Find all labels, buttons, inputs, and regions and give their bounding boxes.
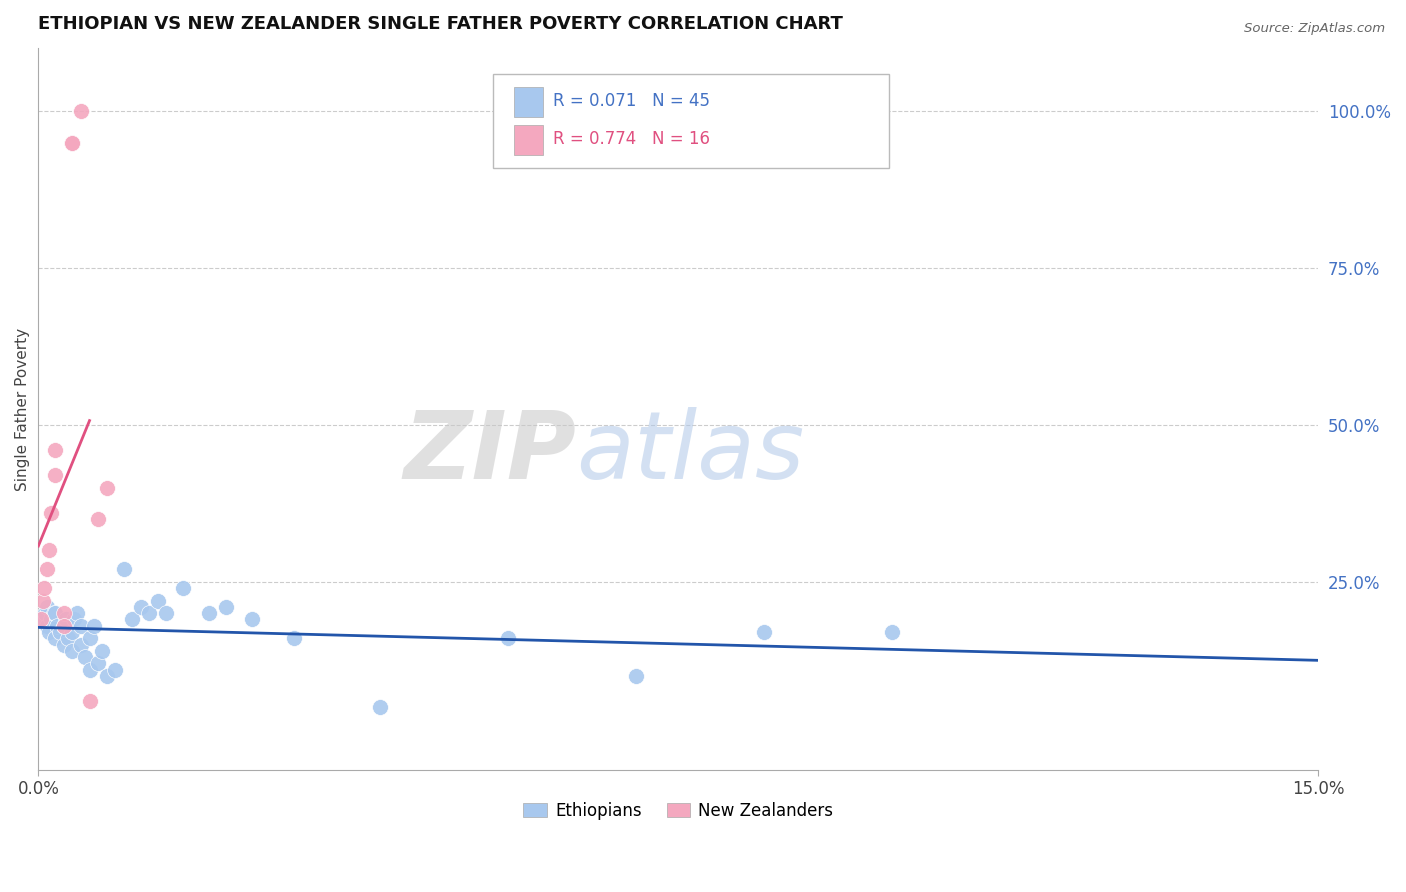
Point — [240, 612, 263, 626]
FancyBboxPatch shape — [492, 74, 890, 168]
Point — [368, 700, 391, 714]
Point — [48, 624, 70, 639]
Text: ZIP: ZIP — [404, 407, 576, 499]
Point — [87, 512, 110, 526]
Point — [79, 632, 101, 646]
Point — [87, 657, 110, 671]
Point — [38, 624, 60, 639]
Point — [79, 663, 101, 677]
Point — [31, 593, 53, 607]
Point — [66, 606, 89, 620]
Point — [58, 632, 80, 646]
Point — [52, 606, 75, 620]
Point — [55, 612, 77, 626]
Point — [112, 562, 135, 576]
FancyBboxPatch shape — [515, 87, 543, 117]
Point — [44, 468, 66, 483]
Point — [283, 632, 305, 646]
Text: R = 0.774   N = 16: R = 0.774 N = 16 — [553, 130, 710, 148]
Point — [83, 618, 105, 632]
Point — [34, 606, 56, 620]
Point — [62, 644, 84, 658]
Point — [96, 481, 118, 495]
Point — [70, 104, 93, 119]
Point — [62, 624, 84, 639]
Point — [172, 581, 194, 595]
Point — [75, 650, 97, 665]
Point — [91, 644, 114, 658]
FancyBboxPatch shape — [515, 125, 543, 155]
Point — [96, 669, 118, 683]
Point — [129, 599, 152, 614]
Point — [35, 599, 58, 614]
Point — [62, 136, 84, 150]
Point — [104, 663, 127, 677]
Point — [34, 581, 56, 595]
Point — [496, 632, 519, 646]
Point — [31, 612, 53, 626]
Point — [35, 618, 58, 632]
Point — [121, 612, 143, 626]
Point — [52, 638, 75, 652]
Point — [30, 612, 52, 626]
Point — [79, 694, 101, 708]
Point — [52, 618, 75, 632]
Point — [138, 606, 160, 620]
Point — [155, 606, 177, 620]
Point — [38, 543, 60, 558]
Point — [62, 136, 84, 150]
Point — [63, 612, 86, 626]
Point — [880, 624, 903, 639]
Point — [198, 606, 221, 620]
Point — [44, 632, 66, 646]
Point — [44, 442, 66, 457]
Y-axis label: Single Father Poverty: Single Father Poverty — [15, 327, 30, 491]
Point — [46, 618, 69, 632]
Point — [624, 669, 647, 683]
Point — [70, 618, 93, 632]
Text: ETHIOPIAN VS NEW ZEALANDER SINGLE FATHER POVERTY CORRELATION CHART: ETHIOPIAN VS NEW ZEALANDER SINGLE FATHER… — [38, 15, 844, 33]
Point — [52, 618, 75, 632]
Point — [44, 606, 66, 620]
Point — [39, 612, 62, 626]
Text: Source: ZipAtlas.com: Source: ZipAtlas.com — [1244, 22, 1385, 36]
Point — [42, 606, 65, 620]
Text: atlas: atlas — [576, 407, 804, 498]
Point — [752, 624, 775, 639]
Point — [70, 638, 93, 652]
Legend: Ethiopians, New Zealanders: Ethiopians, New Zealanders — [516, 796, 839, 827]
Text: R = 0.071   N = 45: R = 0.071 N = 45 — [553, 92, 710, 110]
Point — [35, 562, 58, 576]
Point — [146, 593, 169, 607]
Point — [39, 506, 62, 520]
Point — [215, 599, 238, 614]
